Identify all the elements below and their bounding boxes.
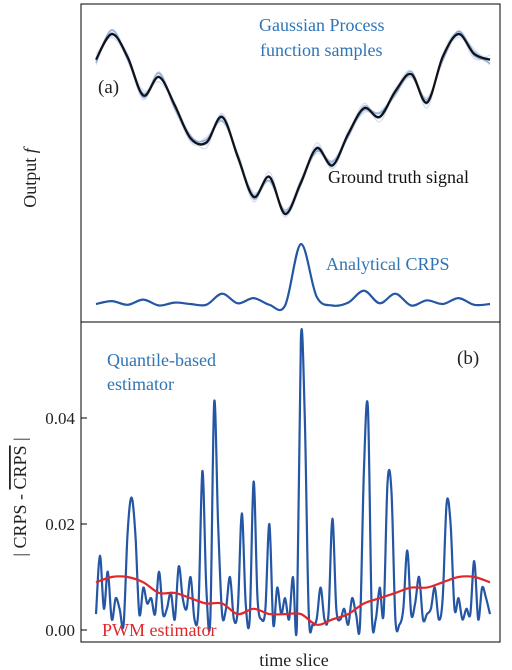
panel-a-label: (a) (98, 77, 119, 98)
panel-a: (a) Gaussian Process function samples Gr… (20, 15, 491, 312)
analytical-crps-label: Analytical CRPS (326, 254, 450, 274)
y-axis-label-b-part3: | (10, 437, 30, 445)
ground-truth-line (95, 32, 491, 216)
x-axis-label: time slice (259, 650, 328, 670)
gp-samples-label-line1: Gaussian Process (259, 15, 384, 35)
y-axis-label-b: | CRPS - CRPS | (10, 437, 30, 556)
y-axis-label-a-symbol: f (20, 145, 40, 153)
gp-samples-label-line2: function samples (260, 40, 382, 60)
pwm-estimator-line (95, 575, 491, 626)
panel-b-label: (b) (457, 348, 479, 369)
y-tick-label: 0.02 (45, 515, 75, 534)
y-ticks-b: 0.00 0.02 0.04 (45, 409, 87, 640)
y-axis-label-a-text: Output f (20, 145, 40, 208)
gp-sample-line (95, 35, 491, 218)
quantile-estimator-line (94, 328, 492, 637)
gp-sample-line (95, 32, 491, 215)
quantile-label-line2: estimator (107, 374, 174, 394)
gp-sample-line (95, 34, 491, 216)
pwm-label: PWM estimator (102, 620, 217, 640)
y-axis-label-b-part2: CRPS (10, 445, 30, 489)
y-tick-label: 0.04 (45, 409, 75, 428)
y-axis-label-b-part1: | CRPS - (10, 490, 30, 557)
gp-sample-line (95, 32, 491, 216)
ground-truth-label: Ground truth signal (328, 167, 469, 187)
gp-sample-line (95, 33, 491, 216)
quantile-label-line1: Quantile-based (107, 350, 216, 370)
panel-b-frame (80, 321, 501, 643)
y-tick-label: 0.00 (45, 621, 75, 640)
gp-sample-line (95, 29, 491, 213)
analytical-crps-line (95, 242, 491, 312)
panel-b: 0.00 0.02 0.04 (b) Quantile-based estimato… (10, 328, 492, 670)
y-axis-label-a: Output f (20, 145, 40, 208)
gp-sample-line (95, 33, 491, 216)
